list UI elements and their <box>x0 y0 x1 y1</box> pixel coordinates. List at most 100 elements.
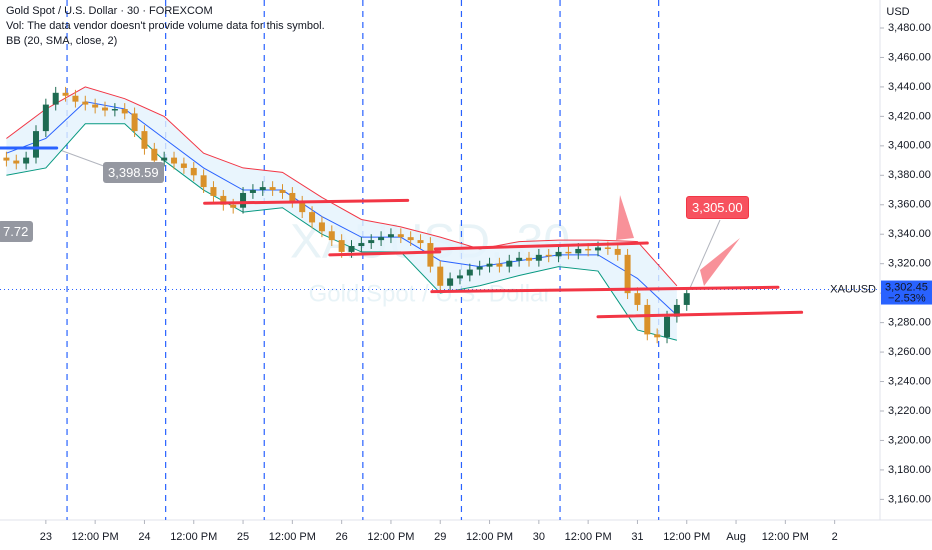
candle-body <box>447 278 454 286</box>
y-tick-label: 3,240.00 <box>888 375 931 387</box>
candle-body <box>417 240 424 244</box>
candle-body <box>52 92 59 105</box>
candle-body <box>42 104 49 132</box>
candle-body <box>397 234 404 238</box>
candle-body <box>634 293 641 305</box>
currency: USD <box>886 6 909 18</box>
x-tick-label: 30 <box>533 531 545 543</box>
candle-body <box>102 107 109 111</box>
candle-body <box>683 293 690 305</box>
y-tick-label: 3,360.00 <box>888 199 931 211</box>
x-tick-label: 12:00 PM <box>72 531 119 543</box>
candle-body <box>407 237 414 241</box>
trend-line <box>596 310 804 319</box>
title: Gold Spot / U.S. Dollar · 30 · FOREXCOM <box>6 5 213 17</box>
y-tick-label: 3,400.00 <box>888 140 931 152</box>
candle-body <box>309 212 316 223</box>
candle-body <box>23 157 30 164</box>
candle-body <box>62 92 69 96</box>
candle-body <box>171 157 178 164</box>
x-tick-label: 26 <box>336 531 348 543</box>
x-tick-label: 29 <box>434 531 446 543</box>
header: Gold Spot / U.S. Dollar · 30 · FOREXCOM … <box>6 4 325 49</box>
candle-body <box>644 304 651 335</box>
x-tick-label: 12:00 PM <box>367 531 414 543</box>
x-tick-label: 25 <box>237 531 249 543</box>
arrow <box>616 195 634 240</box>
candle-body <box>427 243 434 267</box>
y-tick-label: 3,460.00 <box>888 51 931 63</box>
candle-body <box>190 167 197 176</box>
candle-body <box>299 201 306 213</box>
candle-body <box>249 190 256 193</box>
symbol-tag: XAUUSD <box>830 283 876 295</box>
candle-body <box>121 109 128 114</box>
indicator: BB (20, SMA, close, 2) <box>6 35 118 47</box>
candle-body <box>318 222 325 232</box>
candle-body <box>141 131 148 149</box>
callout-line <box>689 219 721 289</box>
candle-body <box>32 131 39 158</box>
y-tick-label: 3,200.00 <box>888 434 931 446</box>
candle-body <box>200 175 207 188</box>
x-tick-label: 12:00 PM <box>663 531 710 543</box>
candle-body <box>565 251 572 254</box>
y-tick-label: 3,280.00 <box>888 317 931 329</box>
candle-body <box>111 109 118 111</box>
candle-body <box>506 260 513 267</box>
candle-body <box>151 148 158 161</box>
candle-body <box>279 190 286 193</box>
candle-body <box>289 192 296 202</box>
candle-body <box>496 263 503 267</box>
candle-body <box>92 104 99 108</box>
candle-body <box>328 231 335 241</box>
watermark-sub: Gold Spot / U.S. Dollar <box>309 280 552 307</box>
x-tick-label: 31 <box>631 531 643 543</box>
candle-body <box>525 257 532 261</box>
x-tick-label: 12:00 PM <box>466 531 513 543</box>
candle-body <box>595 247 602 251</box>
candle-body <box>486 263 493 267</box>
y-tick-label: 3,260.00 <box>888 346 931 358</box>
x-tick-label: 2 <box>832 531 838 543</box>
candle-body <box>368 240 375 244</box>
candle-body <box>180 163 187 168</box>
trend-line <box>328 250 442 257</box>
candle-body <box>624 254 631 294</box>
y-tick-label: 3,220.00 <box>888 405 931 417</box>
band-fill <box>6 86 677 341</box>
x-tick-label: 24 <box>138 531 150 543</box>
candle-body <box>230 204 237 208</box>
candle-body <box>338 240 345 252</box>
annotation: 3,398.59 <box>103 162 164 183</box>
y-tick-label: 3,180.00 <box>888 464 931 476</box>
annotation: 7.72 <box>0 221 34 242</box>
candle-body <box>437 266 444 286</box>
y-tick-label: 3,160.00 <box>888 493 931 505</box>
candle-body <box>555 251 562 257</box>
candle-body <box>516 257 523 261</box>
x-tick-label: 23 <box>40 531 52 543</box>
y-tick-label: 3,420.00 <box>888 110 931 122</box>
candle-body <box>72 95 79 102</box>
candle-body <box>348 246 355 252</box>
candle-body <box>269 187 276 191</box>
candle-body <box>456 275 463 279</box>
candle-body <box>220 195 227 205</box>
candle-body <box>210 187 217 196</box>
price-tag-label: 3,302.45 <box>885 281 928 293</box>
candle-body <box>3 157 10 161</box>
trend-line <box>433 241 649 251</box>
y-tick-label: 3,480.00 <box>888 22 931 34</box>
y-tick-label: 3,340.00 <box>888 228 931 240</box>
candle-body <box>585 248 592 251</box>
candle-body <box>82 101 89 105</box>
candle-body <box>378 237 385 241</box>
x-tick-label: 12:00 PM <box>269 531 316 543</box>
candle-body <box>240 192 247 208</box>
trend-line <box>203 198 410 205</box>
annotation: 3,305.00 <box>686 196 749 219</box>
x-tick-label: 12:00 PM <box>170 531 217 543</box>
subtitle: Vol: The data vendor doesn't provide vol… <box>6 20 325 32</box>
